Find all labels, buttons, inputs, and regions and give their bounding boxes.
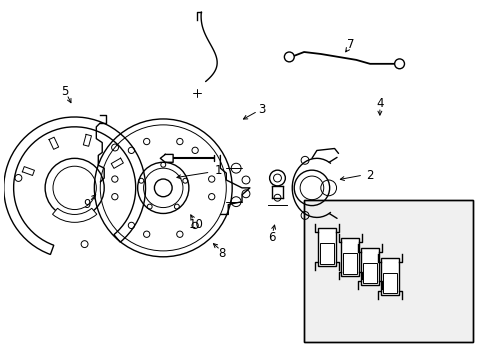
Bar	[380, 258, 398, 295]
Bar	[319, 243, 333, 264]
Text: 4: 4	[375, 97, 383, 110]
Bar	[382, 273, 396, 293]
Text: 10: 10	[188, 218, 203, 231]
Circle shape	[284, 52, 294, 62]
Bar	[341, 238, 359, 275]
Bar	[361, 248, 378, 285]
Wedge shape	[52, 208, 97, 222]
Bar	[343, 253, 357, 274]
Wedge shape	[4, 117, 145, 255]
Text: 9: 9	[83, 198, 91, 211]
Bar	[304, 200, 472, 342]
Text: 8: 8	[218, 247, 225, 260]
Circle shape	[394, 59, 404, 69]
Text: 1: 1	[214, 164, 222, 177]
Text: 3: 3	[258, 103, 265, 116]
Text: 7: 7	[346, 38, 353, 51]
Bar	[304, 200, 472, 342]
Bar	[317, 228, 335, 266]
Bar	[363, 263, 376, 283]
Text: 5: 5	[61, 85, 68, 98]
Text: 6: 6	[267, 231, 275, 244]
Text: 2: 2	[366, 168, 373, 181]
